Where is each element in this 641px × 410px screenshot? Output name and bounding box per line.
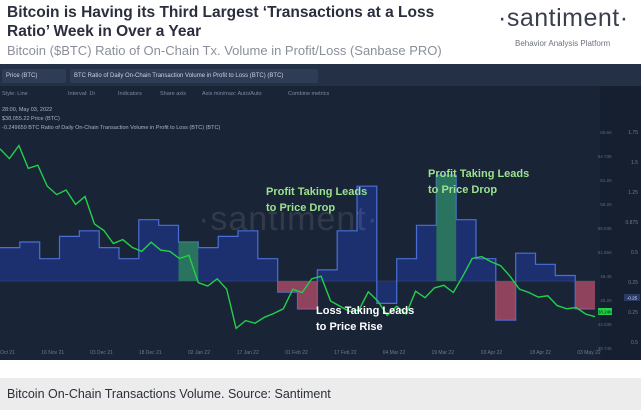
- ratio-bar: [416, 225, 437, 282]
- price-axis-tick: 61.2K: [600, 178, 612, 183]
- ratio-bar: [0, 247, 20, 282]
- right-axis-tick: 0.5: [631, 340, 638, 346]
- legend-price: $38,055.22 Price (BTC): [2, 116, 60, 122]
- x-tick-label: 18 Apr 22: [530, 350, 552, 356]
- ratio-bar: [535, 264, 556, 282]
- ratio-bar: [198, 247, 219, 282]
- ratio-bar: [119, 258, 139, 282]
- price-axis-tick: 45.2K: [600, 298, 612, 303]
- chart-background: [0, 64, 641, 360]
- x-tick-label: 19 Mar 22: [431, 350, 454, 356]
- ratio-bar: [99, 247, 119, 282]
- x-tick-label: 03 May 22: [577, 350, 601, 356]
- x-tick-label: 04 Mar 22: [383, 350, 406, 356]
- right-axis-tick: 1.5: [631, 160, 638, 166]
- ratio-bar: [79, 230, 100, 282]
- toolbar-style[interactable]: Style: Line: [2, 91, 28, 97]
- price-axis-tick: 42.03K: [598, 322, 612, 327]
- ratio-bar: [396, 258, 417, 282]
- right-axis-tick: 0.25: [628, 310, 638, 316]
- ratio-bar: [476, 258, 496, 282]
- article-header: Bitcoin is Having its Third Largest ‘Tra…: [0, 0, 641, 64]
- price-axis-tick: 55.04K: [598, 226, 612, 231]
- image-caption: Bitcoin On-Chain Transactions Volume. So…: [7, 387, 331, 401]
- x-tick-label: 01 Oct 21: [0, 350, 15, 356]
- price-current-badge: [598, 308, 612, 315]
- ratio-bar: [218, 236, 238, 282]
- profit-highlight-bar: [436, 175, 457, 282]
- price-current-label: 38.24K: [598, 310, 612, 315]
- logo-tagline: Behavior Analysis Platform: [515, 39, 611, 48]
- price-series-line: [0, 144, 596, 330]
- metric-tabbar: Price (BTC) BTC Ratio of Daily On-Chain …: [0, 64, 641, 86]
- x-tick-label: 03 Dec 21: [90, 350, 113, 356]
- chart-toolbar: Style: Line Interval: 1h Indicators Shar…: [0, 88, 641, 102]
- annotation-profit-2: Profit Taking Leads to Price Drop: [428, 168, 530, 196]
- right-axis-tick: 0.5: [631, 250, 638, 256]
- x-tick-label: 17 Jan 22: [237, 350, 259, 356]
- x-tick-label: 02 Jan 22: [188, 350, 210, 356]
- chart-subtitle: Bitcoin ($BTC) Ratio of On-Chain Tx. Vol…: [7, 43, 442, 58]
- price-axis-tick: 38.74K: [598, 346, 612, 351]
- ratio-bar: [59, 236, 80, 282]
- watermark: ·santiment·: [198, 200, 380, 238]
- ratio-bar: [158, 225, 179, 282]
- ratio-bar: [257, 258, 278, 282]
- price-axis-tick: 65.5K: [600, 130, 612, 135]
- loss-highlight-bar: [297, 281, 318, 309]
- x-tick-label: 18 Dec 21: [139, 350, 162, 356]
- ratio-bar: [39, 258, 60, 282]
- loss-highlight-bar: [495, 281, 516, 321]
- toolbar-share-axis[interactable]: Share axis: [160, 91, 186, 97]
- santiment-logo: ·santiment·: [498, 4, 629, 32]
- ratio-current-label: -0.25: [627, 296, 638, 301]
- headline: Bitcoin is Having its Third Largest ‘Tra…: [7, 4, 435, 40]
- ratio-bar: [515, 253, 536, 282]
- ratio-bar: [317, 269, 338, 282]
- right-axis-tick: 0.875: [625, 220, 638, 226]
- ratio-bar: [337, 230, 357, 282]
- toolbar-interval[interactable]: Interval: 1h: [68, 91, 96, 97]
- ratio-bar: [456, 219, 476, 282]
- right-axis-tick: 1.75: [628, 130, 638, 136]
- ratio-bar: [376, 281, 397, 304]
- toolbar-indicators[interactable]: Indicators: [118, 91, 142, 97]
- chart-panel: 01 Oct 21 16 Nov 21 03 Dec 21 18 Dec 21 02 J…: [0, 64, 641, 360]
- x-tick-label: 03 Apr 22: [481, 350, 503, 356]
- price-axis-tick: 51.55K: [598, 250, 612, 255]
- x-tick-label: 17 Feb 22: [334, 350, 357, 356]
- right-axis-tick: 1.25: [628, 190, 638, 196]
- annotation-profit-1: Profit Taking Leads to Price Drop: [266, 186, 368, 214]
- ratio-bar: [19, 242, 40, 282]
- tab-ratio[interactable]: BTC Ratio of Daily On-Chain Transaction …: [70, 69, 318, 83]
- loss-highlight-bar: [277, 281, 298, 293]
- legend-date: 28:00, May 03, 2022: [2, 107, 53, 113]
- ratio-bar: [238, 230, 258, 282]
- image-caption-bar: Bitcoin On-Chain Transactions Volume. So…: [0, 378, 641, 410]
- annotation-loss: Loss Taking Leads to Price Rise: [316, 305, 415, 333]
- price-axis-tick: 58.2K: [600, 202, 612, 207]
- ratio-bar: [138, 219, 159, 282]
- x-tick-label: 01 Feb 22: [285, 350, 308, 356]
- ratio-current-badge: [624, 294, 640, 301]
- x-tick-label: 16 Nov 21: [41, 350, 64, 356]
- ratio-bar: [555, 275, 576, 282]
- right-axis-tick: 0.25: [628, 280, 638, 286]
- profit-highlight-bar: [178, 242, 199, 282]
- toolbar-combine[interactable]: Combine metrics: [288, 91, 330, 97]
- legend-ratio: -0.249659 BTC Ratio of Daily On-Chain Tr…: [2, 125, 221, 131]
- chart-legend: 28:00, May 03, 2022 $38,055.22 Price (BT…: [2, 106, 220, 133]
- chart-canvas: 01 Oct 21 16 Nov 21 03 Dec 21 18 Dec 21 02 J…: [0, 64, 641, 360]
- loss-highlight-bar: [575, 281, 595, 309]
- price-axis-tick: 64.73K: [598, 154, 612, 159]
- toolbar-axis-minmax[interactable]: Axis min/max: Auto/Auto: [202, 91, 262, 97]
- price-axis-tick: 48.4K: [600, 274, 612, 279]
- tab-price[interactable]: Price (BTC): [2, 69, 66, 83]
- ratio-bar: [357, 186, 377, 282]
